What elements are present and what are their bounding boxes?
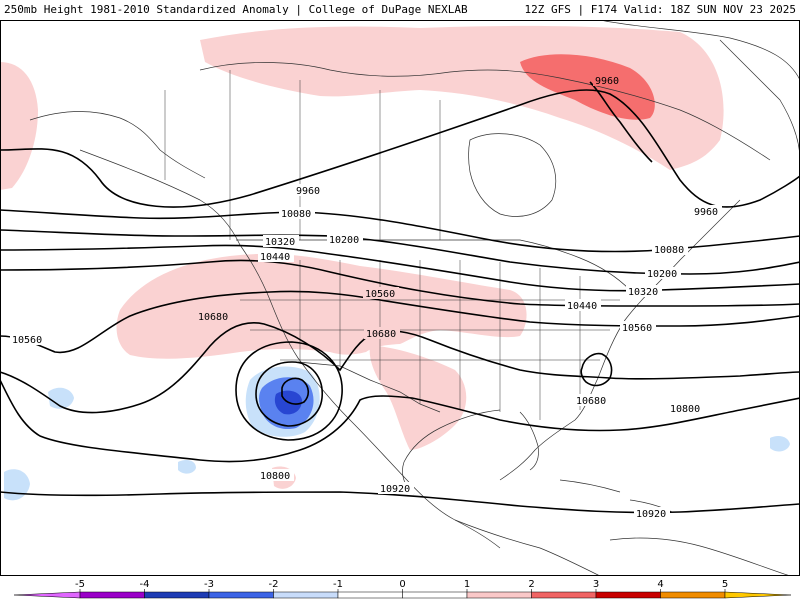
east-coast (499, 199, 741, 481)
colorbar-segment (337, 591, 403, 599)
anomaly-map: 9960 9960 9960 10080 10080 10200 10200 1… (0, 20, 800, 576)
contour-label-9960-c: 9960 (694, 207, 718, 218)
colorbar-tick-label: 1 (464, 579, 470, 590)
height-contours (0, 81, 800, 514)
colorbar-segments (13, 591, 792, 599)
gulf-coast (402, 409, 501, 495)
contour-10200 (0, 229, 800, 275)
colorbar-segment (466, 591, 532, 599)
colorbar-segment (79, 591, 145, 599)
colorbar-segment (208, 591, 274, 599)
contour-east-closed-low (580, 352, 613, 387)
colorbar-segment (402, 591, 468, 599)
contour-label-10560-a: 10560 (12, 335, 42, 346)
contour-label-9960-b: 9960 (296, 186, 320, 197)
colorbar-segment (273, 591, 339, 599)
alaska-coast (29, 111, 206, 179)
us-state-lines (240, 260, 620, 420)
contour-10320 (0, 244, 800, 292)
anomaly-colorbar: -5 -4 -3 -2 -1 0 1 2 3 4 5 (13, 579, 792, 599)
contour-labels: 9960 9960 9960 10080 10080 10200 10200 1… (10, 74, 722, 520)
contour-10680 (0, 322, 800, 414)
colorbar-tick-label: -3 (204, 579, 214, 590)
contour-low-inner (281, 377, 310, 405)
colorbar-tick-labels: -5 -4 -3 -2 -1 0 1 2 3 4 5 (75, 579, 728, 592)
colorbar-tick-label: 0 (399, 579, 405, 590)
contour-label-10560-c: 10560 (622, 323, 652, 334)
us-canada-border (236, 239, 631, 291)
colorbar-segment (531, 591, 597, 599)
contour-label-10680-a: 10680 (198, 312, 228, 323)
hudson-bay (468, 133, 557, 217)
canada-province-lines (164, 70, 441, 240)
contour-9960-hudson (589, 81, 653, 163)
colorbar-segment (724, 591, 792, 599)
colorbar-segment (144, 591, 210, 599)
positive-anomaly-pacific-west (0, 62, 38, 190)
geographic-outlines (29, 20, 800, 576)
contour-label-10800-b: 10800 (670, 404, 700, 415)
negative-anomaly-small-3 (178, 460, 196, 474)
contour-low-outer (235, 341, 343, 441)
contour-label-10200-b: 10200 (647, 269, 677, 280)
positive-anomaly-hudson-bay-core (520, 54, 655, 120)
map-header: 250mb Height 1981-2010 Standardized Anom… (0, 0, 800, 20)
map-title: 250mb Height 1981-2010 Standardized Anom… (4, 3, 468, 16)
colorbar-tick-label: 2 (528, 579, 534, 590)
us-mexico-border (297, 361, 441, 413)
contour-label-10560-b: 10560 (365, 289, 395, 300)
colorbar-tick-label: -5 (75, 579, 85, 590)
contour-label-10920-b: 10920 (636, 509, 666, 520)
greenland-coast (599, 20, 800, 161)
contour-label-10920-a: 10920 (380, 484, 410, 495)
colorbar-tick-label: -1 (333, 579, 343, 590)
colorbar-tick-label: -4 (140, 579, 150, 590)
florida (519, 411, 539, 471)
contour-label-10440-a: 10440 (260, 252, 290, 263)
south-america-coast (609, 537, 791, 576)
anomaly-shading (0, 25, 790, 501)
contour-label-10320-a: 10320 (265, 237, 295, 248)
contour-label-10320-b: 10320 (628, 287, 658, 298)
colorbar-tick-label: 4 (657, 579, 663, 590)
contour-10800 (0, 379, 800, 463)
colorbar-tick-label: -2 (269, 579, 279, 590)
contour-label-10800-a: 10800 (260, 471, 290, 482)
model-run-info: 12Z GFS | F174 Valid: 18Z SUN NOV 23 202… (524, 3, 796, 16)
central-america (454, 519, 601, 576)
colorbar-tick-label: 3 (593, 579, 599, 590)
contour-label-10080-a: 10080 (281, 209, 311, 220)
contour-10920 (0, 491, 800, 514)
contour-label-10440-b: 10440 (567, 301, 597, 312)
negative-anomaly-small-1 (48, 387, 74, 409)
positive-anomaly-western-us (116, 253, 527, 359)
contour-label-10200-a: 10200 (329, 235, 359, 246)
colorbar-tick-label: 5 (722, 579, 728, 590)
positive-anomaly-texas-tongue (369, 345, 467, 450)
colorbar-segment (13, 591, 81, 599)
contour-10440 (0, 259, 800, 307)
contour-10560-west (0, 290, 800, 354)
contour-label-10680-c: 10680 (576, 396, 606, 407)
colorbar-segment (595, 591, 661, 599)
canada-arctic-coast (199, 62, 771, 161)
north-america-west-coast (79, 149, 501, 549)
contour-label-9960-a: 9960 (595, 76, 619, 87)
colorbar-segment (660, 591, 726, 599)
contour-label-10080-b: 10080 (654, 245, 684, 256)
contour-label-10680-b: 10680 (366, 329, 396, 340)
contour-low-middle (255, 361, 323, 427)
negative-anomaly-small-4 (770, 436, 790, 452)
